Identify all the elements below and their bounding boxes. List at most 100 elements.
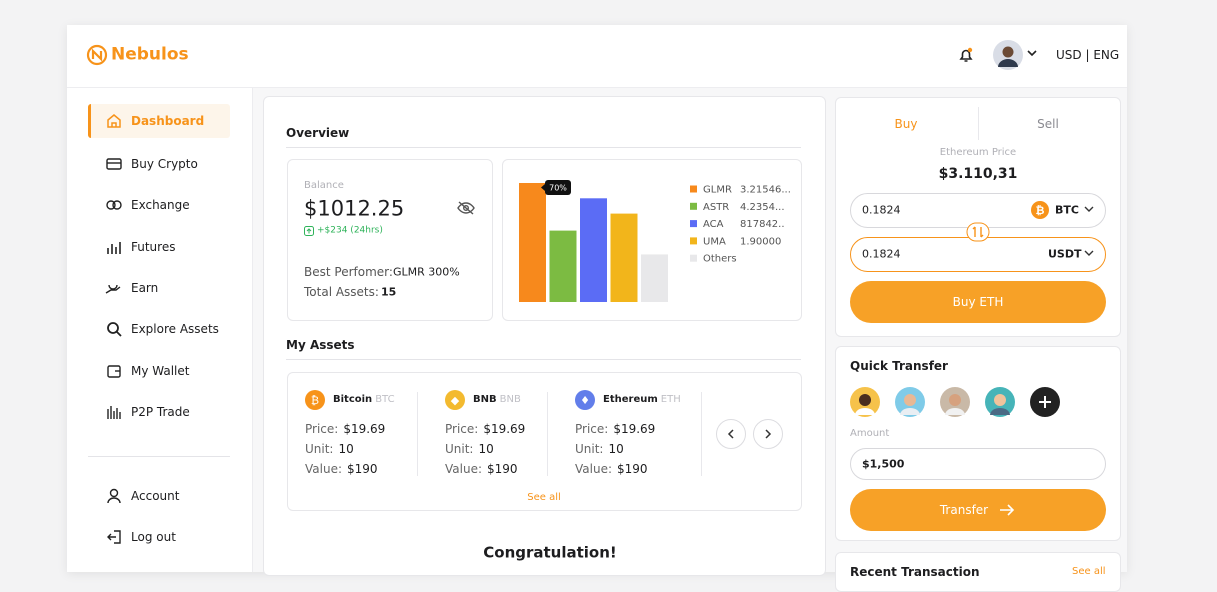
sell-tab[interactable]: Sell — [1037, 117, 1059, 131]
carousel-arrows[interactable] — [715, 418, 785, 450]
field-value: $190 — [617, 462, 648, 476]
legend-swatch — [690, 202, 697, 210]
price-label: Ethereum Price — [939, 147, 1017, 158]
buy-button-label[interactable]: Buy ETH — [952, 295, 1004, 309]
field-value: $19.69 — [613, 422, 656, 436]
arrow-icon[interactable] — [999, 504, 1015, 516]
asset-name: Ethereum — [603, 394, 658, 405]
transfer-button-label[interactable]: Transfer — [939, 503, 989, 517]
field-label: Price: — [445, 422, 479, 436]
tooltip-label: 70% — [549, 184, 567, 193]
chevron[interactable] — [1027, 50, 1037, 58]
menu-icon — [107, 242, 121, 254]
section-title: Overview — [286, 126, 350, 140]
hide-icon[interactable] — [457, 201, 475, 215]
legend-value: 817842.. — [740, 219, 785, 230]
amount-input[interactable] — [850, 448, 1106, 480]
swap-icon[interactable] — [966, 222, 990, 242]
legend-swatch — [690, 185, 697, 193]
logo-icon — [86, 44, 108, 66]
recent-title: Recent Transaction — [850, 565, 980, 579]
from-amount[interactable]: 0.1824 — [862, 203, 901, 217]
contact-avatar[interactable] — [895, 387, 925, 417]
legend-name: UMA — [703, 236, 726, 247]
congrats-title: Congratulation! — [483, 543, 617, 562]
menu-item[interactable]: Futures — [131, 240, 176, 254]
menu-item[interactable]: Dashboard — [131, 114, 205, 128]
field-label: Unit: — [305, 442, 334, 456]
legend-swatch — [690, 220, 697, 228]
field-label: Price: — [575, 422, 609, 436]
menu-item[interactable]: My Wallet — [131, 364, 190, 378]
contact-avatar[interactable] — [985, 387, 1015, 417]
amount-value[interactable]: $1,500 — [862, 457, 905, 471]
page: Nebulos USD | ENG Overview Balance $1012… — [67, 25, 1127, 592]
menu-icon — [105, 284, 121, 294]
see-all-link[interactable]: See all — [527, 492, 561, 503]
buy-tab[interactable]: Buy — [894, 117, 918, 131]
legend-name: ASTR — [703, 202, 729, 213]
asset-name: BNB — [473, 394, 497, 405]
field-value: $19.69 — [483, 422, 526, 436]
menu-icon — [107, 530, 121, 544]
asset-name: Bitcoin — [333, 394, 373, 405]
separator — [701, 392, 702, 476]
tooltip-tail — [541, 184, 545, 191]
btc-icon: ₿ — [1031, 201, 1049, 219]
menu-item[interactable]: Earn — [131, 281, 159, 295]
logo-text[interactable]: Nebulos — [111, 44, 189, 65]
asset-symbol: BTC — [375, 394, 395, 405]
best-label: Best Perfomer: — [304, 265, 393, 279]
amount-label: Amount — [850, 428, 890, 439]
chevron[interactable] — [1084, 206, 1094, 214]
asset-symbol: ETH — [660, 394, 681, 405]
section-title: My Assets — [286, 338, 355, 352]
recent-see-all[interactable]: See all — [1072, 566, 1106, 577]
bar — [610, 213, 638, 302]
contact-avatar[interactable] — [850, 387, 880, 417]
from-currency[interactable]: BTC — [1055, 203, 1079, 217]
legend-value: 1.90000 — [740, 236, 781, 247]
top-bar — [67, 25, 1127, 88]
coin-icon: ◆ — [445, 390, 465, 410]
transfer-button[interactable] — [850, 489, 1106, 531]
field-value: 10 — [608, 442, 624, 456]
chevron[interactable] — [1084, 250, 1094, 258]
eth-price: $3.110,31 — [938, 166, 1018, 182]
coin-icon: ♦ — [575, 390, 595, 410]
menu-icon — [106, 158, 122, 170]
bar — [580, 198, 607, 302]
menu-item[interactable]: P2P Trade — [131, 405, 190, 419]
add-contact[interactable] — [1030, 387, 1060, 417]
bell-icon[interactable] — [957, 46, 975, 64]
total-label: Total Assets: — [304, 285, 379, 299]
divider — [286, 147, 801, 148]
menu-icon — [107, 488, 121, 504]
menu-item[interactable]: Account — [131, 489, 180, 503]
sidebar-divider — [88, 456, 230, 457]
field-label: Value: — [575, 462, 612, 476]
field-value: $19.69 — [343, 422, 386, 436]
menu-item[interactable]: Buy Crypto — [131, 157, 198, 171]
field-label: Unit: — [445, 442, 474, 456]
contact-avatar[interactable] — [940, 387, 970, 417]
to-currency[interactable]: USDT — [1048, 247, 1082, 261]
to-amount[interactable]: 0.1824 — [862, 247, 901, 261]
menu-item[interactable]: Explore Assets — [131, 322, 219, 336]
bar — [641, 254, 668, 302]
assets-card — [287, 372, 802, 511]
user-avatar[interactable] — [993, 40, 1023, 70]
svg-text:◆: ◆ — [451, 394, 460, 407]
menu-icon — [107, 322, 122, 337]
contacts — [850, 387, 1060, 417]
menu-item[interactable]: Exchange — [131, 198, 190, 212]
buy-button[interactable] — [850, 281, 1106, 323]
menu-item[interactable]: Log out — [131, 530, 176, 544]
tab-divider — [978, 107, 979, 140]
mini-chart: GLMR 3.21546... ASTR 4.2354... ACA 817842.. UM… — [519, 180, 791, 302]
svg-text:₿: ₿ — [1036, 204, 1045, 217]
legend-value: 4.2354... — [740, 202, 785, 213]
balance-change: +$234 (24hrs) — [317, 225, 383, 236]
field-value: $190 — [487, 462, 518, 476]
locale[interactable]: USD | ENG — [1056, 48, 1120, 62]
